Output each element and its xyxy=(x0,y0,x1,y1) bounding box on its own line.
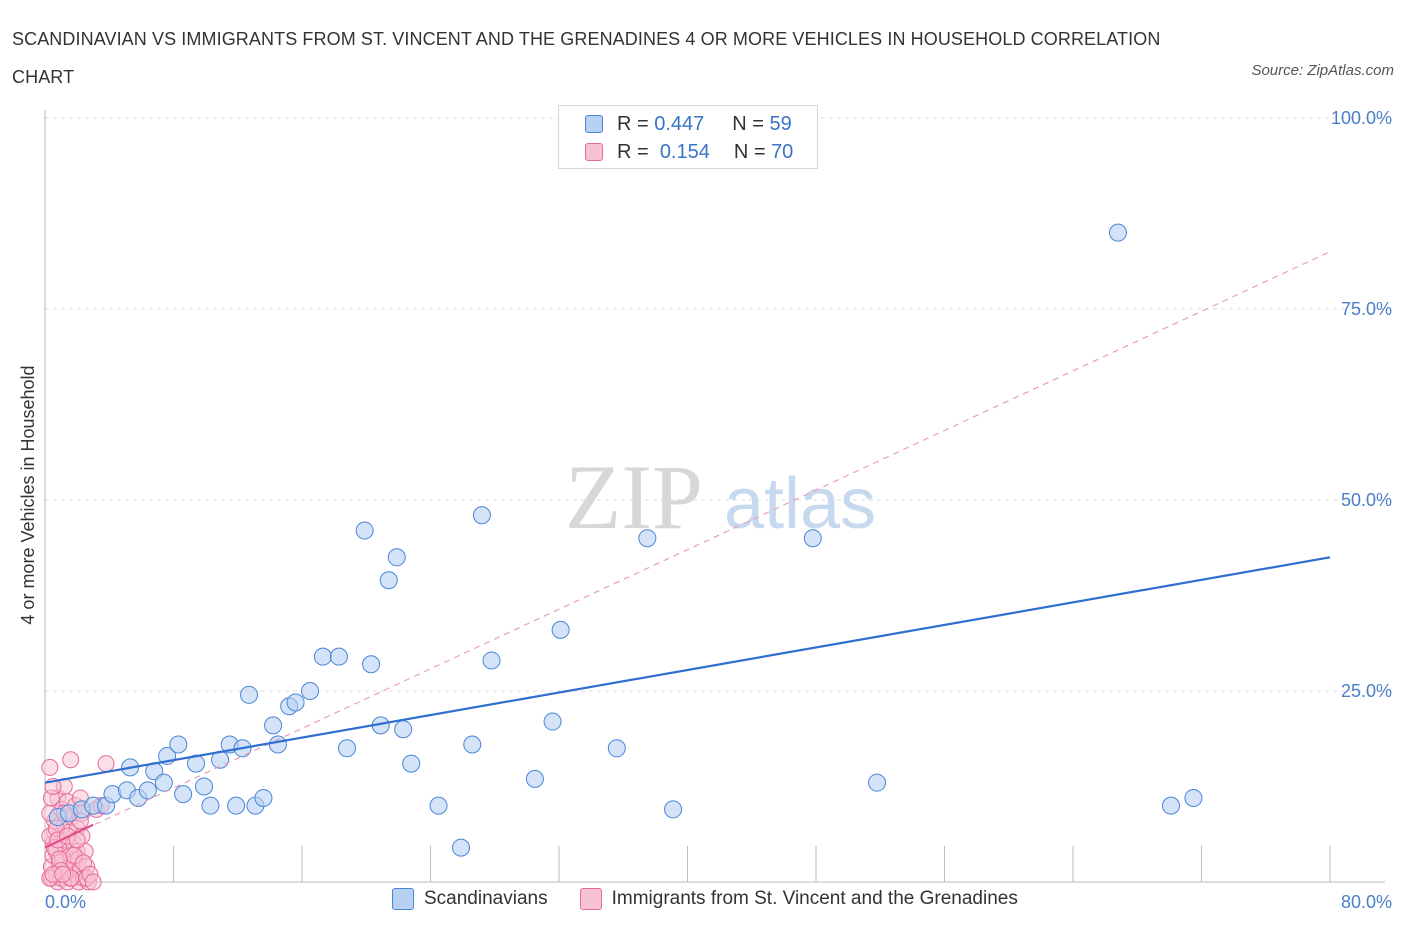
legend-label-scandinavians: Scandinavians xyxy=(424,888,548,909)
data-point-scandinavians xyxy=(638,529,657,548)
data-point-scandinavians xyxy=(286,693,305,712)
legend-row-immigrants: R = 0.154 N = 70 xyxy=(585,138,793,166)
trend-line-immigrants-dashed xyxy=(44,251,1331,849)
legend-n-label: N = xyxy=(733,140,766,163)
legend-r-label: R = xyxy=(617,112,649,135)
trend-lines xyxy=(44,251,1331,849)
data-point-scandinavians xyxy=(472,506,491,525)
axes xyxy=(44,110,1385,883)
chart-title: SCANDINAVIAN VS IMMIGRANTS FROM ST. VINC… xyxy=(12,29,1161,87)
watermark: ZIP atlas xyxy=(565,446,876,548)
legend-swatch-pink xyxy=(585,143,603,161)
data-point-scandinavians xyxy=(227,796,246,815)
legend-n-value: 59 xyxy=(769,112,792,135)
legend-item-immigrants: Immigrants from St. Vincent and the Gren… xyxy=(579,888,1018,910)
data-point-scandinavians xyxy=(551,620,570,639)
y-tick-label: 75.0% xyxy=(1341,299,1392,319)
data-point-scandinavians xyxy=(379,571,398,590)
data-point-scandinavians xyxy=(452,838,471,857)
data-point-scandinavians xyxy=(429,796,448,815)
x-tick-label-min: 0.0% xyxy=(45,892,86,912)
trend-line-immigrants xyxy=(44,823,94,849)
data-point-scandinavians xyxy=(264,716,283,735)
data-point-scandinavians xyxy=(138,781,157,800)
data-point-scandinavians xyxy=(1184,788,1203,807)
data-point-scandinavians xyxy=(201,796,220,815)
axis-labels: 100.0% 75.0% 50.0% 25.0% 0.0% 80.0% 4 or more … xyxy=(18,108,1392,912)
data-point-scandinavians xyxy=(664,800,683,819)
watermark-atlas: atlas xyxy=(724,464,876,544)
legend-swatch-pink xyxy=(579,888,602,910)
data-point-immigrants xyxy=(62,751,80,769)
data-point-scandinavians xyxy=(268,735,287,754)
data-point-scandinavians xyxy=(362,655,381,674)
data-point-scandinavians xyxy=(402,754,421,773)
series-legend: Scandinavians Immigrants from St. Vincen… xyxy=(392,888,1050,910)
chart-source: Source: ZipAtlas.com xyxy=(1251,62,1394,79)
data-point-scandinavians xyxy=(525,769,544,788)
legend-n-label: N = xyxy=(732,112,764,135)
data-point-scandinavians xyxy=(607,739,626,758)
legend-r-label: R = xyxy=(617,140,649,163)
watermark-zip: ZIP xyxy=(565,446,703,548)
legend-swatch-blue xyxy=(585,115,603,133)
data-point-scandinavians xyxy=(154,773,173,792)
legend-r-value: 0.447 xyxy=(654,112,705,135)
legend-r-value: 0.154 xyxy=(659,140,710,163)
grid-lines xyxy=(45,117,1385,692)
data-point-immigrants xyxy=(54,865,72,883)
y-axis-label: 4 or more Vehicles in Household xyxy=(18,365,38,624)
stats-legend: R = 0.447 N = 59 R = 0.154 N = 70 xyxy=(558,105,818,169)
data-point-scandinavians xyxy=(394,720,413,739)
trend-line-scandinavians xyxy=(44,556,1331,784)
series-scandinavians-points xyxy=(48,223,1203,857)
data-point-scandinavians xyxy=(174,785,193,804)
data-point-scandinavians xyxy=(195,777,214,796)
legend-item-scandinavians: Scandinavians xyxy=(392,888,548,910)
data-point-scandinavians xyxy=(239,685,258,704)
data-point-scandinavians xyxy=(186,754,205,773)
data-point-scandinavians xyxy=(337,739,356,758)
data-point-scandinavians xyxy=(482,651,501,670)
data-point-scandinavians xyxy=(301,682,320,700)
data-point-scandinavians xyxy=(169,735,188,754)
data-point-immigrants xyxy=(41,758,59,776)
data-point-immigrants xyxy=(97,755,115,773)
legend-n-value: 70 xyxy=(771,140,794,163)
y-tick-label: 100.0% xyxy=(1331,108,1392,128)
data-point-scandinavians xyxy=(868,773,887,792)
data-point-scandinavians xyxy=(254,788,273,807)
legend-row-scandinavians: R = 0.447 N = 59 xyxy=(585,110,792,138)
data-point-immigrants xyxy=(84,873,102,891)
legend-swatch-blue xyxy=(392,888,414,910)
data-point-scandinavians xyxy=(1161,796,1180,815)
y-tick-label: 50.0% xyxy=(1341,490,1392,510)
data-point-scandinavians xyxy=(803,529,822,548)
data-point-scandinavians xyxy=(463,735,482,754)
y-tick-label: 25.0% xyxy=(1341,681,1392,701)
data-point-scandinavians xyxy=(313,647,332,666)
data-point-scandinavians xyxy=(355,521,374,540)
x-tick-label-max: 80.0% xyxy=(1341,892,1392,912)
legend-label-immigrants: Immigrants from St. Vincent and the Gren… xyxy=(611,888,1018,909)
data-point-scandinavians xyxy=(387,548,406,567)
data-point-scandinavians xyxy=(543,712,562,731)
data-point-scandinavians xyxy=(1108,223,1127,242)
data-point-scandinavians xyxy=(329,647,348,666)
